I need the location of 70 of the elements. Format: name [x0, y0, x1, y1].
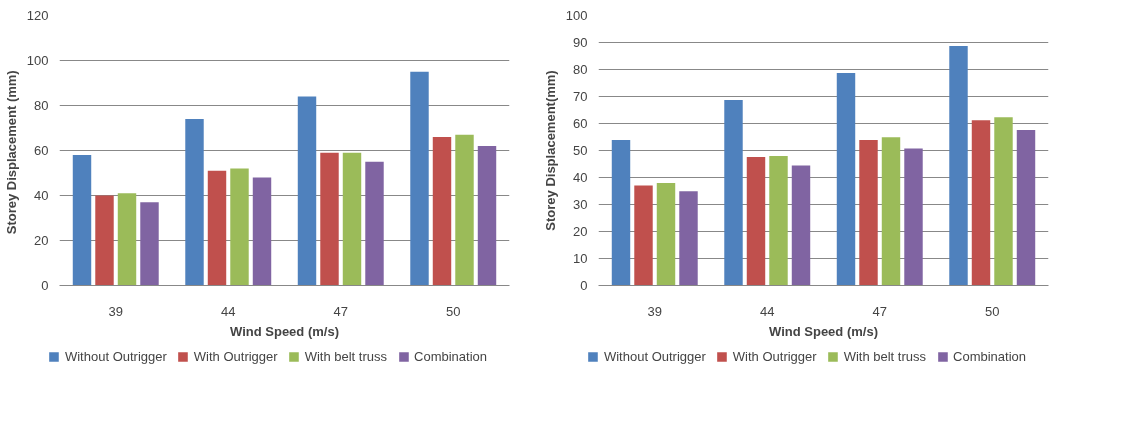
- y-tick-label: 60: [573, 116, 588, 131]
- y-tick-label: 40: [34, 188, 49, 203]
- bar: [994, 117, 1013, 286]
- bar: [904, 148, 923, 286]
- bar: [297, 96, 317, 286]
- legend-label: With Outrigger: [732, 348, 817, 364]
- bar: [791, 165, 811, 286]
- bar: [611, 139, 631, 286]
- y-tick-label: 100: [26, 53, 49, 68]
- bar: [117, 193, 137, 286]
- y-tick-label: 40: [573, 170, 588, 185]
- y-tick-label: 60: [34, 143, 49, 158]
- y-tick-label: 80: [573, 62, 588, 77]
- x-tick-label: 47: [872, 303, 887, 319]
- y-tick-label: 100: [565, 8, 588, 23]
- bar: [185, 119, 204, 286]
- y-tick-label: 0: [580, 278, 588, 293]
- bar: [724, 100, 743, 286]
- legend-label: Combination: [953, 348, 1027, 364]
- y-tick-label: 20: [573, 224, 588, 239]
- bar: [949, 46, 968, 286]
- y-tick-label: 70: [573, 89, 588, 104]
- bar: [207, 170, 227, 286]
- x-tick-label: 50: [446, 303, 461, 319]
- y-axis-title: Storey Displacement(mm): [542, 70, 558, 231]
- y-tick-label: 120: [26, 8, 49, 23]
- bar: [230, 168, 249, 286]
- bar: [252, 177, 272, 286]
- bar: [679, 191, 698, 286]
- y-tick-label: 0: [41, 278, 49, 293]
- x-tick-label: 39: [647, 303, 662, 319]
- bar: [365, 161, 384, 286]
- bar: [971, 120, 991, 286]
- bar: [836, 73, 856, 286]
- bar: [477, 146, 497, 286]
- bar: [72, 155, 92, 286]
- y-axis-title: Storey Displacement (mm): [3, 70, 19, 235]
- bar: [410, 71, 429, 286]
- legend-label: With Outrigger: [193, 348, 278, 364]
- bar: [1016, 129, 1036, 286]
- bar: [95, 195, 114, 286]
- y-tick-label: 10: [573, 251, 588, 266]
- x-tick-label: 44: [760, 303, 775, 319]
- bar: [881, 137, 901, 286]
- x-axis-title: Wind Speed (m/s): [769, 323, 878, 339]
- x-tick-label: 39: [108, 303, 123, 319]
- legend-label: With belt truss: [843, 348, 927, 364]
- bar: [859, 139, 878, 286]
- legend-label: Without Outrigger: [603, 348, 706, 364]
- legend-label: Without Outrigger: [64, 348, 167, 364]
- bar: [746, 156, 766, 286]
- bar: [342, 152, 362, 286]
- bar: [432, 137, 452, 286]
- x-tick-label: 47: [333, 303, 348, 319]
- y-tick-label: 90: [573, 35, 588, 50]
- bar: [455, 134, 474, 286]
- bar: [634, 185, 653, 286]
- bar: [140, 202, 159, 286]
- bar: [320, 152, 339, 286]
- legend-label: With belt truss: [304, 348, 388, 364]
- bar: [769, 155, 788, 286]
- y-tick-label: 30: [573, 197, 588, 212]
- bar: [656, 182, 676, 286]
- y-tick-label: 80: [34, 98, 49, 113]
- x-tick-label: 44: [221, 303, 236, 319]
- legend-label: Combination: [414, 348, 488, 364]
- y-tick-label: 20: [34, 233, 49, 248]
- x-axis-title: Wind Speed (m/s): [230, 323, 339, 339]
- y-tick-label: 50: [573, 143, 588, 158]
- x-tick-label: 50: [985, 303, 1000, 319]
